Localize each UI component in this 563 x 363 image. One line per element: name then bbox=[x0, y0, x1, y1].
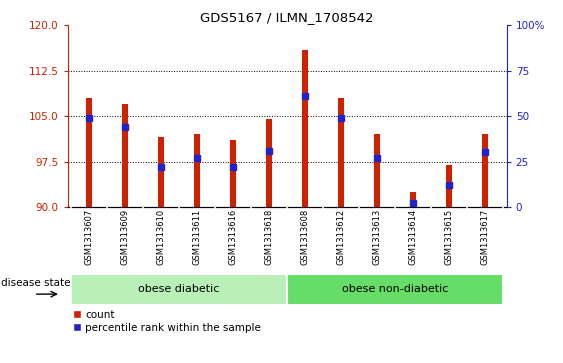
Bar bbox=[446, 164, 452, 207]
Bar bbox=[122, 104, 128, 207]
Bar bbox=[71, 274, 287, 305]
Text: GSM1313617: GSM1313617 bbox=[481, 209, 490, 265]
Text: GSM1313610: GSM1313610 bbox=[157, 209, 166, 265]
Text: GSM1313609: GSM1313609 bbox=[120, 209, 129, 265]
Text: GSM1313616: GSM1313616 bbox=[229, 209, 238, 265]
Text: GSM1313615: GSM1313615 bbox=[445, 209, 454, 265]
Bar bbox=[194, 134, 200, 207]
Text: obese diabetic: obese diabetic bbox=[138, 285, 220, 294]
Text: disease state: disease state bbox=[1, 278, 71, 288]
Bar bbox=[482, 134, 488, 207]
Text: GSM1313613: GSM1313613 bbox=[373, 209, 382, 265]
Title: GDS5167 / ILMN_1708542: GDS5167 / ILMN_1708542 bbox=[200, 11, 374, 24]
Bar bbox=[410, 192, 417, 207]
Bar bbox=[338, 98, 345, 207]
Bar bbox=[287, 274, 503, 305]
Text: GSM1313608: GSM1313608 bbox=[301, 209, 310, 265]
Bar bbox=[86, 98, 92, 207]
Bar bbox=[230, 140, 236, 207]
Bar bbox=[302, 50, 309, 207]
Text: GSM1313618: GSM1313618 bbox=[265, 209, 274, 265]
Text: GSM1313607: GSM1313607 bbox=[84, 209, 93, 265]
Bar bbox=[158, 137, 164, 207]
Bar bbox=[374, 134, 381, 207]
Text: GSM1313612: GSM1313612 bbox=[337, 209, 346, 265]
Text: GSM1313614: GSM1313614 bbox=[409, 209, 418, 265]
Text: GSM1313611: GSM1313611 bbox=[193, 209, 202, 265]
Text: obese non-diabetic: obese non-diabetic bbox=[342, 285, 448, 294]
Bar bbox=[266, 119, 272, 207]
Legend: count, percentile rank within the sample: count, percentile rank within the sample bbox=[73, 310, 261, 333]
